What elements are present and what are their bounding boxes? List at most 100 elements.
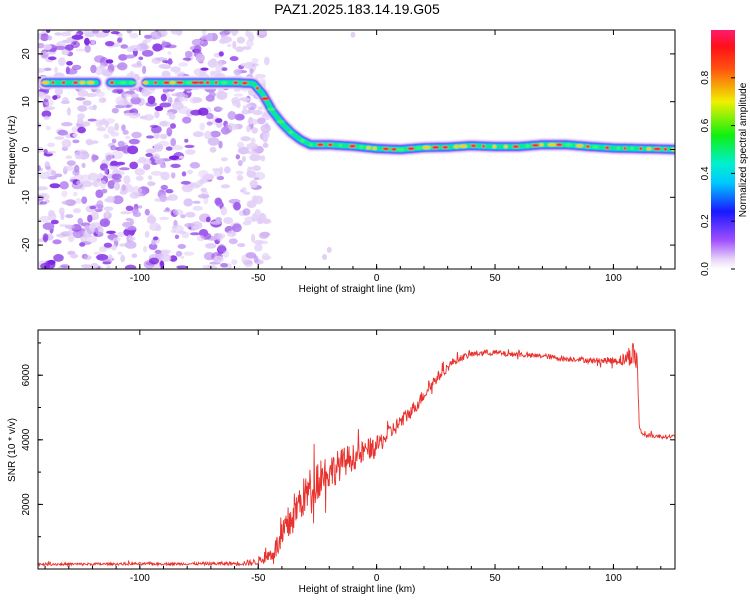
noise-blob: [237, 160, 243, 167]
noise-blob: [184, 94, 189, 102]
noise-blob: [65, 44, 74, 51]
track-peak: [142, 81, 149, 85]
noise-blob: [119, 243, 127, 247]
noise-blob: [169, 255, 178, 262]
x-tick-label: 0: [374, 273, 380, 284]
noise-blob: [42, 222, 55, 230]
noise-blob: [138, 56, 144, 61]
noise-blob: [54, 173, 63, 178]
noise-blob: [43, 67, 52, 72]
colorbar: 0.0 0.2 0.4 0.6 0.8 Normalized spectral ampl…: [700, 30, 749, 276]
noise-blob: [109, 165, 119, 170]
spectrogram-y-label: Frequency (Hz): [7, 116, 18, 185]
noise-blob: [237, 243, 246, 248]
noise-blob: [141, 88, 150, 97]
noise-blob: [129, 161, 139, 170]
noise-blob: [147, 95, 156, 105]
noise-blob: [182, 116, 192, 124]
noise-blob: [171, 225, 177, 229]
noise-blob: [65, 68, 78, 75]
noise-blob: [50, 219, 59, 225]
noise-blob: [245, 103, 252, 109]
x-tick-label: 100: [605, 573, 622, 584]
noise-blob: [246, 125, 251, 133]
noise-blob: [47, 175, 57, 180]
noise-blob: [159, 194, 167, 203]
noise-blob: [258, 30, 268, 35]
noise-blob: [138, 205, 143, 209]
noise-blob: [73, 191, 78, 197]
noise-blob: [105, 59, 114, 64]
noise-blob: [213, 255, 224, 263]
noise-blob: [176, 265, 188, 269]
noise-blob: [88, 106, 96, 110]
noise-blob: [151, 239, 156, 246]
noise-blob: [59, 181, 69, 190]
noise-blob: [110, 30, 120, 35]
noise-blob: [166, 127, 173, 137]
track-peak: [276, 120, 285, 124]
noise-blob: [257, 106, 264, 110]
track-peak: [72, 81, 79, 85]
noise-blob: [128, 236, 136, 241]
noise-blob: [262, 142, 269, 148]
noise-blob: [263, 56, 270, 66]
noise-blob: [165, 207, 170, 212]
noise-blob: [165, 146, 173, 151]
noise-blob: [112, 88, 124, 93]
track-peak: [261, 97, 270, 101]
noise-blob: [129, 191, 140, 199]
noise-blob: [83, 30, 93, 36]
track-peak: [564, 143, 573, 147]
noise-blob: [99, 180, 107, 189]
noise-blob: [129, 32, 139, 39]
noise-blob: [220, 184, 230, 189]
noise-blob: [261, 80, 267, 86]
track-peak: [482, 144, 486, 148]
track-peak: [255, 86, 260, 90]
noise-blob: [118, 54, 128, 61]
track-peak: [585, 144, 590, 149]
track-peak: [492, 145, 497, 149]
noise-blob: [77, 105, 88, 112]
noise-blob: [154, 110, 160, 119]
noise-blob: [171, 93, 181, 97]
noise-blob: [39, 88, 48, 93]
noise-blob: [47, 35, 53, 41]
noise-blob: [49, 183, 61, 189]
noise-blob: [160, 64, 172, 70]
noise-blob: [47, 142, 56, 148]
noise-blob: [42, 193, 50, 201]
noise-blob: [39, 171, 50, 180]
noise-blob: [47, 259, 56, 265]
noise-blob: [158, 120, 171, 127]
noise-blob: [127, 145, 139, 155]
noise-blob: [184, 144, 195, 149]
noise-blob: [154, 105, 164, 112]
x-tick-label: -50: [251, 573, 266, 584]
colorbar-tick-label: 0.8: [700, 70, 711, 84]
noise-blob: [235, 170, 244, 175]
snr-y-ticks: 2000 4000 6000: [21, 342, 675, 538]
noise-blob: [154, 249, 162, 254]
noise-blob: [233, 201, 241, 211]
noise-blob: [84, 37, 90, 46]
noise-blob: [84, 44, 91, 53]
noise-blob: [72, 139, 80, 144]
noise-blob: [153, 143, 164, 152]
noise-blob: [242, 208, 251, 216]
noise-blob: [125, 54, 136, 59]
noise-blob: [166, 112, 174, 116]
track-peak: [555, 143, 563, 147]
snr-panel: -100 -50 0 50 100 2000 4000 6000 Height of str…: [7, 329, 676, 595]
noise-blob: [240, 136, 251, 142]
noise-blob: [129, 44, 141, 52]
track-peak: [592, 145, 599, 149]
noise-blob: [227, 111, 237, 120]
noise-blob: [77, 217, 83, 225]
noise-blob: [82, 121, 91, 127]
noise-blob: [99, 218, 111, 228]
noise-blob: [194, 44, 202, 54]
noise-blob: [170, 123, 176, 129]
